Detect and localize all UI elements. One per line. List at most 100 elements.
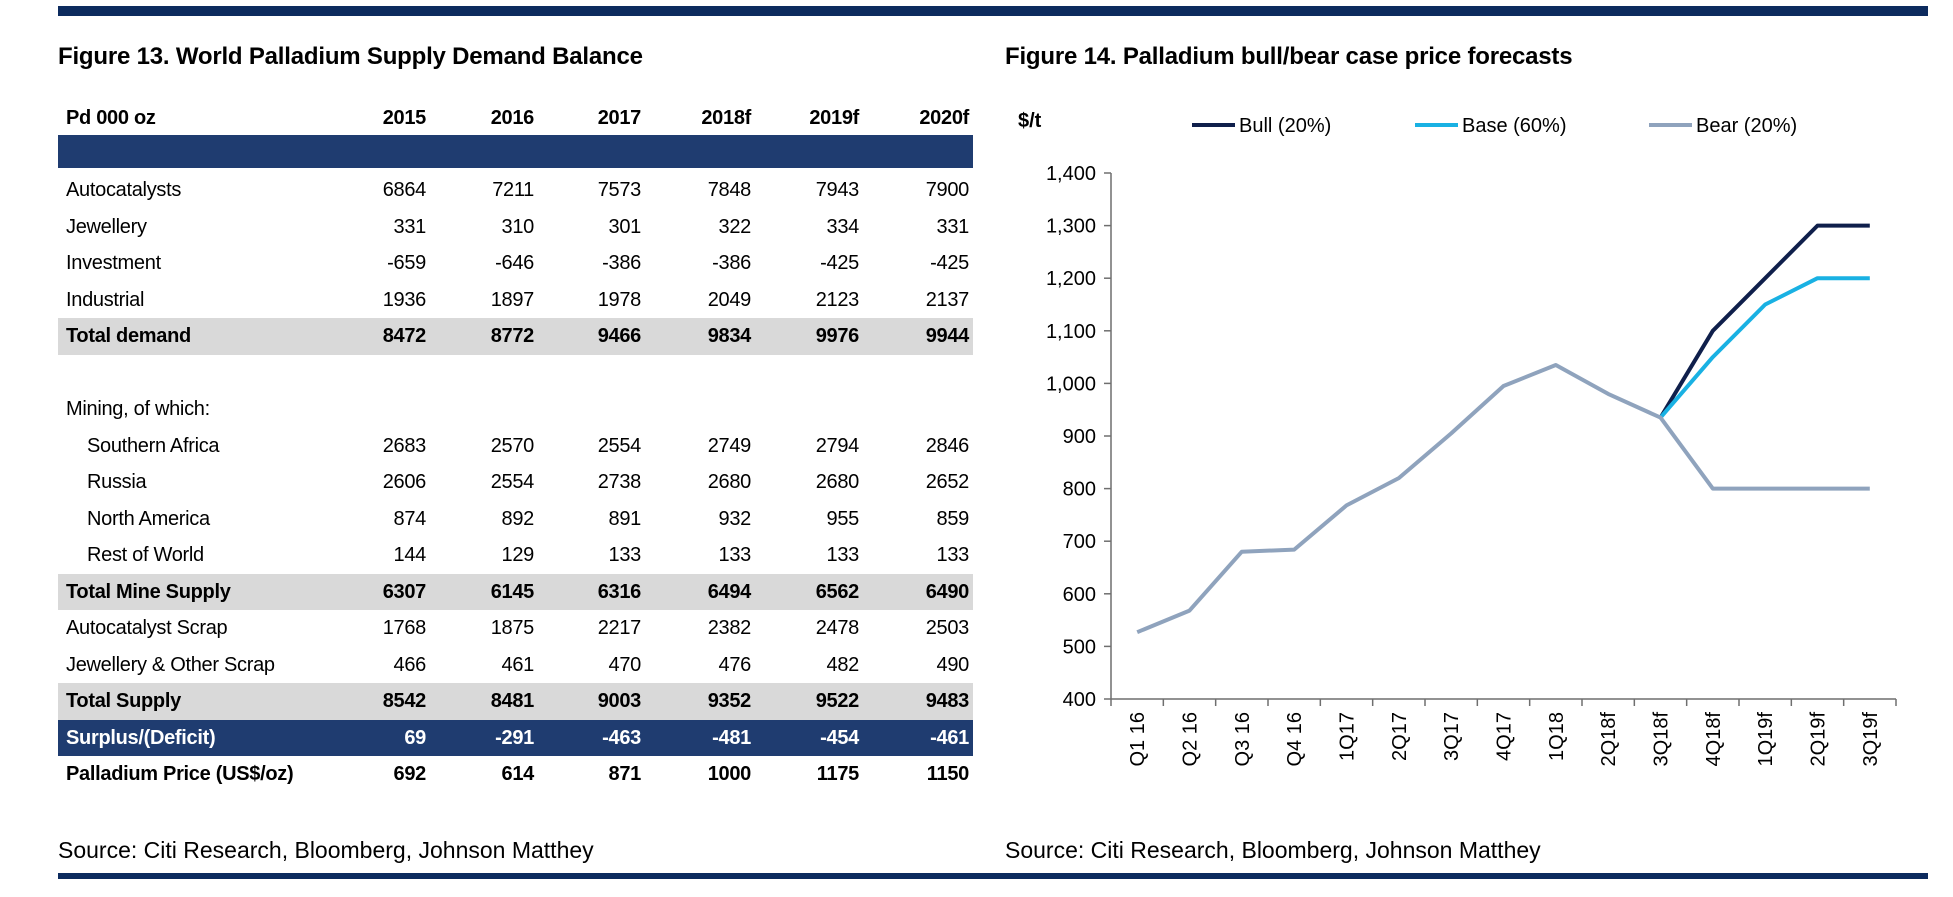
cell-value: 8481 — [430, 683, 538, 720]
cell-value: 2123 — [815, 288, 860, 311]
row-label: Investment — [66, 252, 161, 275]
unit-header: Pd 000 oz — [66, 106, 156, 129]
x-tick-label: Q4 16 — [1284, 712, 1306, 766]
row-label: Total demand — [58, 318, 322, 355]
x-tick-label: Q1 16 — [1127, 712, 1149, 766]
cell-value: 8542 — [322, 683, 430, 720]
cell-value: 955 — [826, 507, 860, 530]
cell-value: 6494 — [645, 573, 755, 610]
bottom-rule — [58, 873, 1928, 879]
row-label: Jewellery — [66, 215, 147, 238]
cell-value: 2749 — [707, 434, 752, 457]
cell-value: -386 — [602, 252, 641, 275]
series-line-base — [1658, 276, 1870, 419]
cell-value: 2554 — [597, 434, 642, 457]
table-row: North America 874 892 891 932 955 859 — [58, 501, 973, 538]
x-tick-label: 2Q17 — [1389, 712, 1411, 761]
cell-value: 692 — [393, 763, 427, 786]
table-row: Total Supply 8542 8481 9003 9352 9522 9483 — [58, 683, 973, 720]
cell-value: 482 — [826, 653, 860, 676]
cell-value: -425 — [820, 252, 859, 275]
cell-value: -291 — [430, 719, 538, 756]
cell-value: 8472 — [322, 318, 430, 355]
cell-value: 2570 — [490, 434, 535, 457]
y-tick-label: 1,000 — [1046, 373, 1096, 395]
cell-value: 466 — [393, 653, 427, 676]
table-row: Total Mine Supply 6307 6145 6316 6494 6562 649… — [58, 573, 973, 610]
table-row: Investment -659 -646 -386 -386 -425 -425 — [58, 245, 973, 282]
cell-value: 133 — [826, 544, 860, 567]
x-tick-label: 2Q18f — [1598, 712, 1620, 767]
cell-value: 133 — [608, 544, 642, 567]
x-tick-label: 3Q17 — [1441, 712, 1463, 761]
cell-value: 476 — [718, 653, 752, 676]
legend-label-base: Base (60%) — [1462, 115, 1567, 137]
cell-value: 2738 — [597, 471, 642, 494]
cell-value: 461 — [501, 653, 535, 676]
year-header: 2020f — [919, 106, 969, 129]
cell-value: 69 — [322, 719, 430, 756]
cell-value: -454 — [755, 719, 863, 756]
y-tick-label: 600 — [1063, 584, 1096, 606]
figure-13-title: Figure 13. World Palladium Supply Demand… — [58, 43, 643, 70]
cell-value: 331 — [393, 215, 427, 238]
x-tick-label: Q3 16 — [1232, 712, 1254, 766]
y-tick-label: 500 — [1063, 636, 1096, 658]
cell-value: 9352 — [645, 683, 755, 720]
row-label: Palladium Price (US$/oz) — [66, 763, 294, 786]
cell-value: 1150 — [926, 763, 970, 786]
cell-value — [430, 391, 538, 428]
y-tick-label: 900 — [1063, 426, 1096, 448]
cell-value: -461 — [863, 719, 973, 756]
legend-label-bear: Bear (20%) — [1696, 115, 1797, 137]
cell-value: -659 — [387, 252, 426, 275]
table-row: Total demand 8472 8772 9466 9834 9976 9944 — [58, 318, 973, 355]
y-tick-label: 1,400 — [1046, 163, 1096, 185]
cell-value: 1000 — [707, 763, 752, 786]
cell-value: 874 — [393, 507, 427, 530]
spacer-row — [58, 355, 973, 392]
table-row: Autocatalyst Scrap 1768 1875 2217 2382 2478 25… — [58, 610, 973, 647]
row-label: Autocatalyst Scrap — [66, 617, 228, 640]
x-tick-label: 2Q19f — [1808, 712, 1830, 767]
cell-value: 1175 — [816, 763, 860, 786]
year-header: 2017 — [597, 106, 642, 129]
cell-value: 7211 — [492, 179, 534, 202]
x-tick-label: 1Q18 — [1546, 712, 1568, 761]
cell-value: 932 — [718, 507, 752, 530]
cell-value: 7573 — [597, 179, 642, 202]
cell-value: 891 — [608, 507, 642, 530]
cell-value — [538, 391, 645, 428]
top-rule — [58, 6, 1928, 16]
cell-value — [322, 391, 430, 428]
cell-value: 9483 — [863, 683, 973, 720]
price-forecast-chart: $/t Bull (20%) Base (60%) Bear (20%) 400 500 6… — [1018, 110, 1897, 767]
cell-value: 6145 — [430, 573, 538, 610]
figure-14-source: Source: Citi Research, Bloomberg, Johnso… — [1005, 837, 1541, 863]
row-label: Jewellery & Other Scrap — [66, 653, 275, 676]
cell-value — [645, 391, 755, 428]
cell-value: 6864 — [382, 179, 427, 202]
cell-value: 6490 — [863, 573, 973, 610]
cell-value: 133 — [718, 544, 752, 567]
row-label: Industrial — [66, 288, 145, 311]
row-label: Total Mine Supply — [58, 573, 322, 610]
x-tick-label: 3Q19f — [1860, 712, 1882, 767]
cell-value — [755, 391, 863, 428]
cell-value: 470 — [608, 653, 642, 676]
row-label: Mining, of which: — [66, 398, 210, 421]
cell-value — [863, 391, 973, 428]
cell-value: 133 — [936, 544, 970, 567]
year-header: 2015 — [382, 106, 427, 129]
cell-value: -463 — [538, 719, 645, 756]
cell-value: 2794 — [815, 434, 860, 457]
figure-14-title: Figure 14. Palladium bull/bear case pric… — [1005, 43, 1573, 70]
x-tick-label: 3Q18f — [1651, 712, 1673, 767]
cell-value: -425 — [930, 252, 969, 275]
cell-value: 2382 — [707, 617, 752, 640]
table-row: Jewellery 331 310 301 322 334 331 — [58, 209, 973, 246]
x-tick-label: 4Q18f — [1703, 712, 1725, 767]
table-row: Mining, of which: — [58, 391, 973, 428]
cell-value: 2049 — [707, 288, 752, 311]
table-body: Autocatalysts 6864 7211 7573 7848 7943 7900 Jew… — [58, 172, 973, 793]
